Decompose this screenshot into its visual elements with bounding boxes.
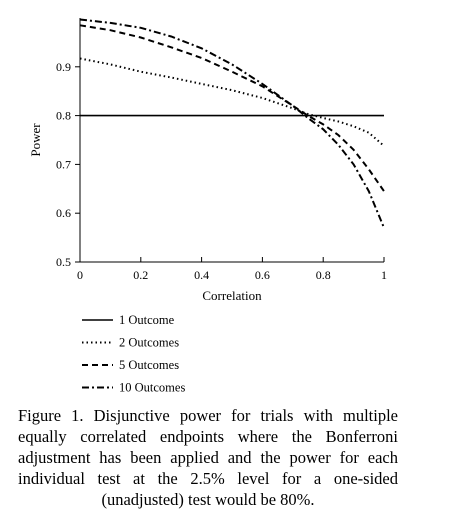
x-tick-label: 0.4 xyxy=(194,268,209,282)
figure-caption: Figure 1. Disjunctive power for trials w… xyxy=(18,406,398,509)
series-line-3 xyxy=(79,24,385,192)
legend-label: 5 Outcomes xyxy=(119,358,179,372)
x-tick-label: 1 xyxy=(381,268,387,282)
series-lines xyxy=(79,18,385,229)
legend-label: 10 Outcomes xyxy=(119,381,185,395)
series-line-4 xyxy=(79,18,385,229)
y-tick-label: 0.7 xyxy=(56,157,71,171)
y-tick-label: 0.6 xyxy=(56,206,71,220)
x-axis-title: Correlation xyxy=(202,288,262,303)
series-line-2 xyxy=(79,57,385,147)
x-tick-label: 0.6 xyxy=(255,268,270,282)
legend-label: 2 Outcomes xyxy=(119,336,179,350)
y-tick-label: 0.9 xyxy=(56,60,71,74)
x-tick-label: 0.8 xyxy=(316,268,331,282)
y-tick-label: 0.5 xyxy=(56,255,71,269)
axes xyxy=(79,18,384,263)
x-tick-label: 0.2 xyxy=(133,268,148,282)
y-axis-title: Power xyxy=(28,123,43,157)
y-tick-label: 0.8 xyxy=(56,109,71,123)
legend-label: 1 Outcome xyxy=(119,313,175,327)
x-tick-label: 0 xyxy=(77,268,83,282)
ticks: 0.5 0.6 0.7 0.8 0.9 0 0.2 0.4 0.6 0.8 1 xyxy=(56,60,387,282)
chart: 0.5 0.6 0.7 0.8 0.9 0 0.2 0.4 0.6 0.8 1 Correlatio… xyxy=(28,18,387,395)
legend: 1 Outcome 2 Outcomes 5 Outcomes 10 Outcomes xyxy=(82,313,185,395)
